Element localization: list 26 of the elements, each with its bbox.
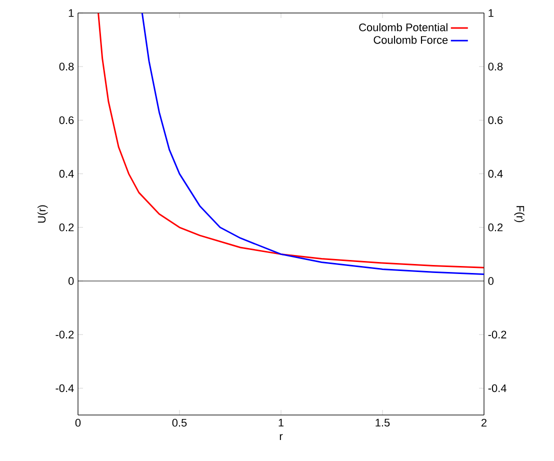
x-tick-label: 0 <box>75 418 81 427</box>
y2-tick-label: 1 <box>488 9 494 17</box>
y-tick-label: 0 <box>68 277 74 285</box>
legend-label: Coulomb Potential <box>359 23 448 32</box>
y-axis-title: U(r) <box>38 205 48 223</box>
x-tick-label: 1 <box>278 418 284 426</box>
y2-tick-label: 0.2 <box>488 224 503 232</box>
y2-axis-title: F(r) <box>514 206 524 222</box>
y-tick-label: 0.4 <box>59 170 74 178</box>
y-tick-label: 0.2 <box>59 224 74 232</box>
y2-tick-label: 0.8 <box>488 62 503 70</box>
y2-tick-label: -0.4 <box>488 384 506 392</box>
y2-tick-label: 0.6 <box>488 116 503 124</box>
y2-tick-label: 0 <box>488 277 494 285</box>
legend-label: Coulomb Force <box>374 36 448 44</box>
y-tick-label: -0.4 <box>56 384 74 392</box>
y-tick-label: -0.2 <box>56 330 74 338</box>
x-axis-title: r <box>280 434 283 440</box>
y-tick-label: 0.8 <box>59 62 74 70</box>
x-tick-label: 0.5 <box>172 418 187 427</box>
x-tick-label: 2 <box>482 418 486 427</box>
y2-tick-label: -0.2 <box>488 330 506 338</box>
x-tick-label: 1.5 <box>376 418 390 426</box>
y-tick-label: 0.6 <box>59 116 74 124</box>
y-tick-label: 1 <box>68 9 74 17</box>
y2-tick-label: 0.4 <box>488 170 503 178</box>
